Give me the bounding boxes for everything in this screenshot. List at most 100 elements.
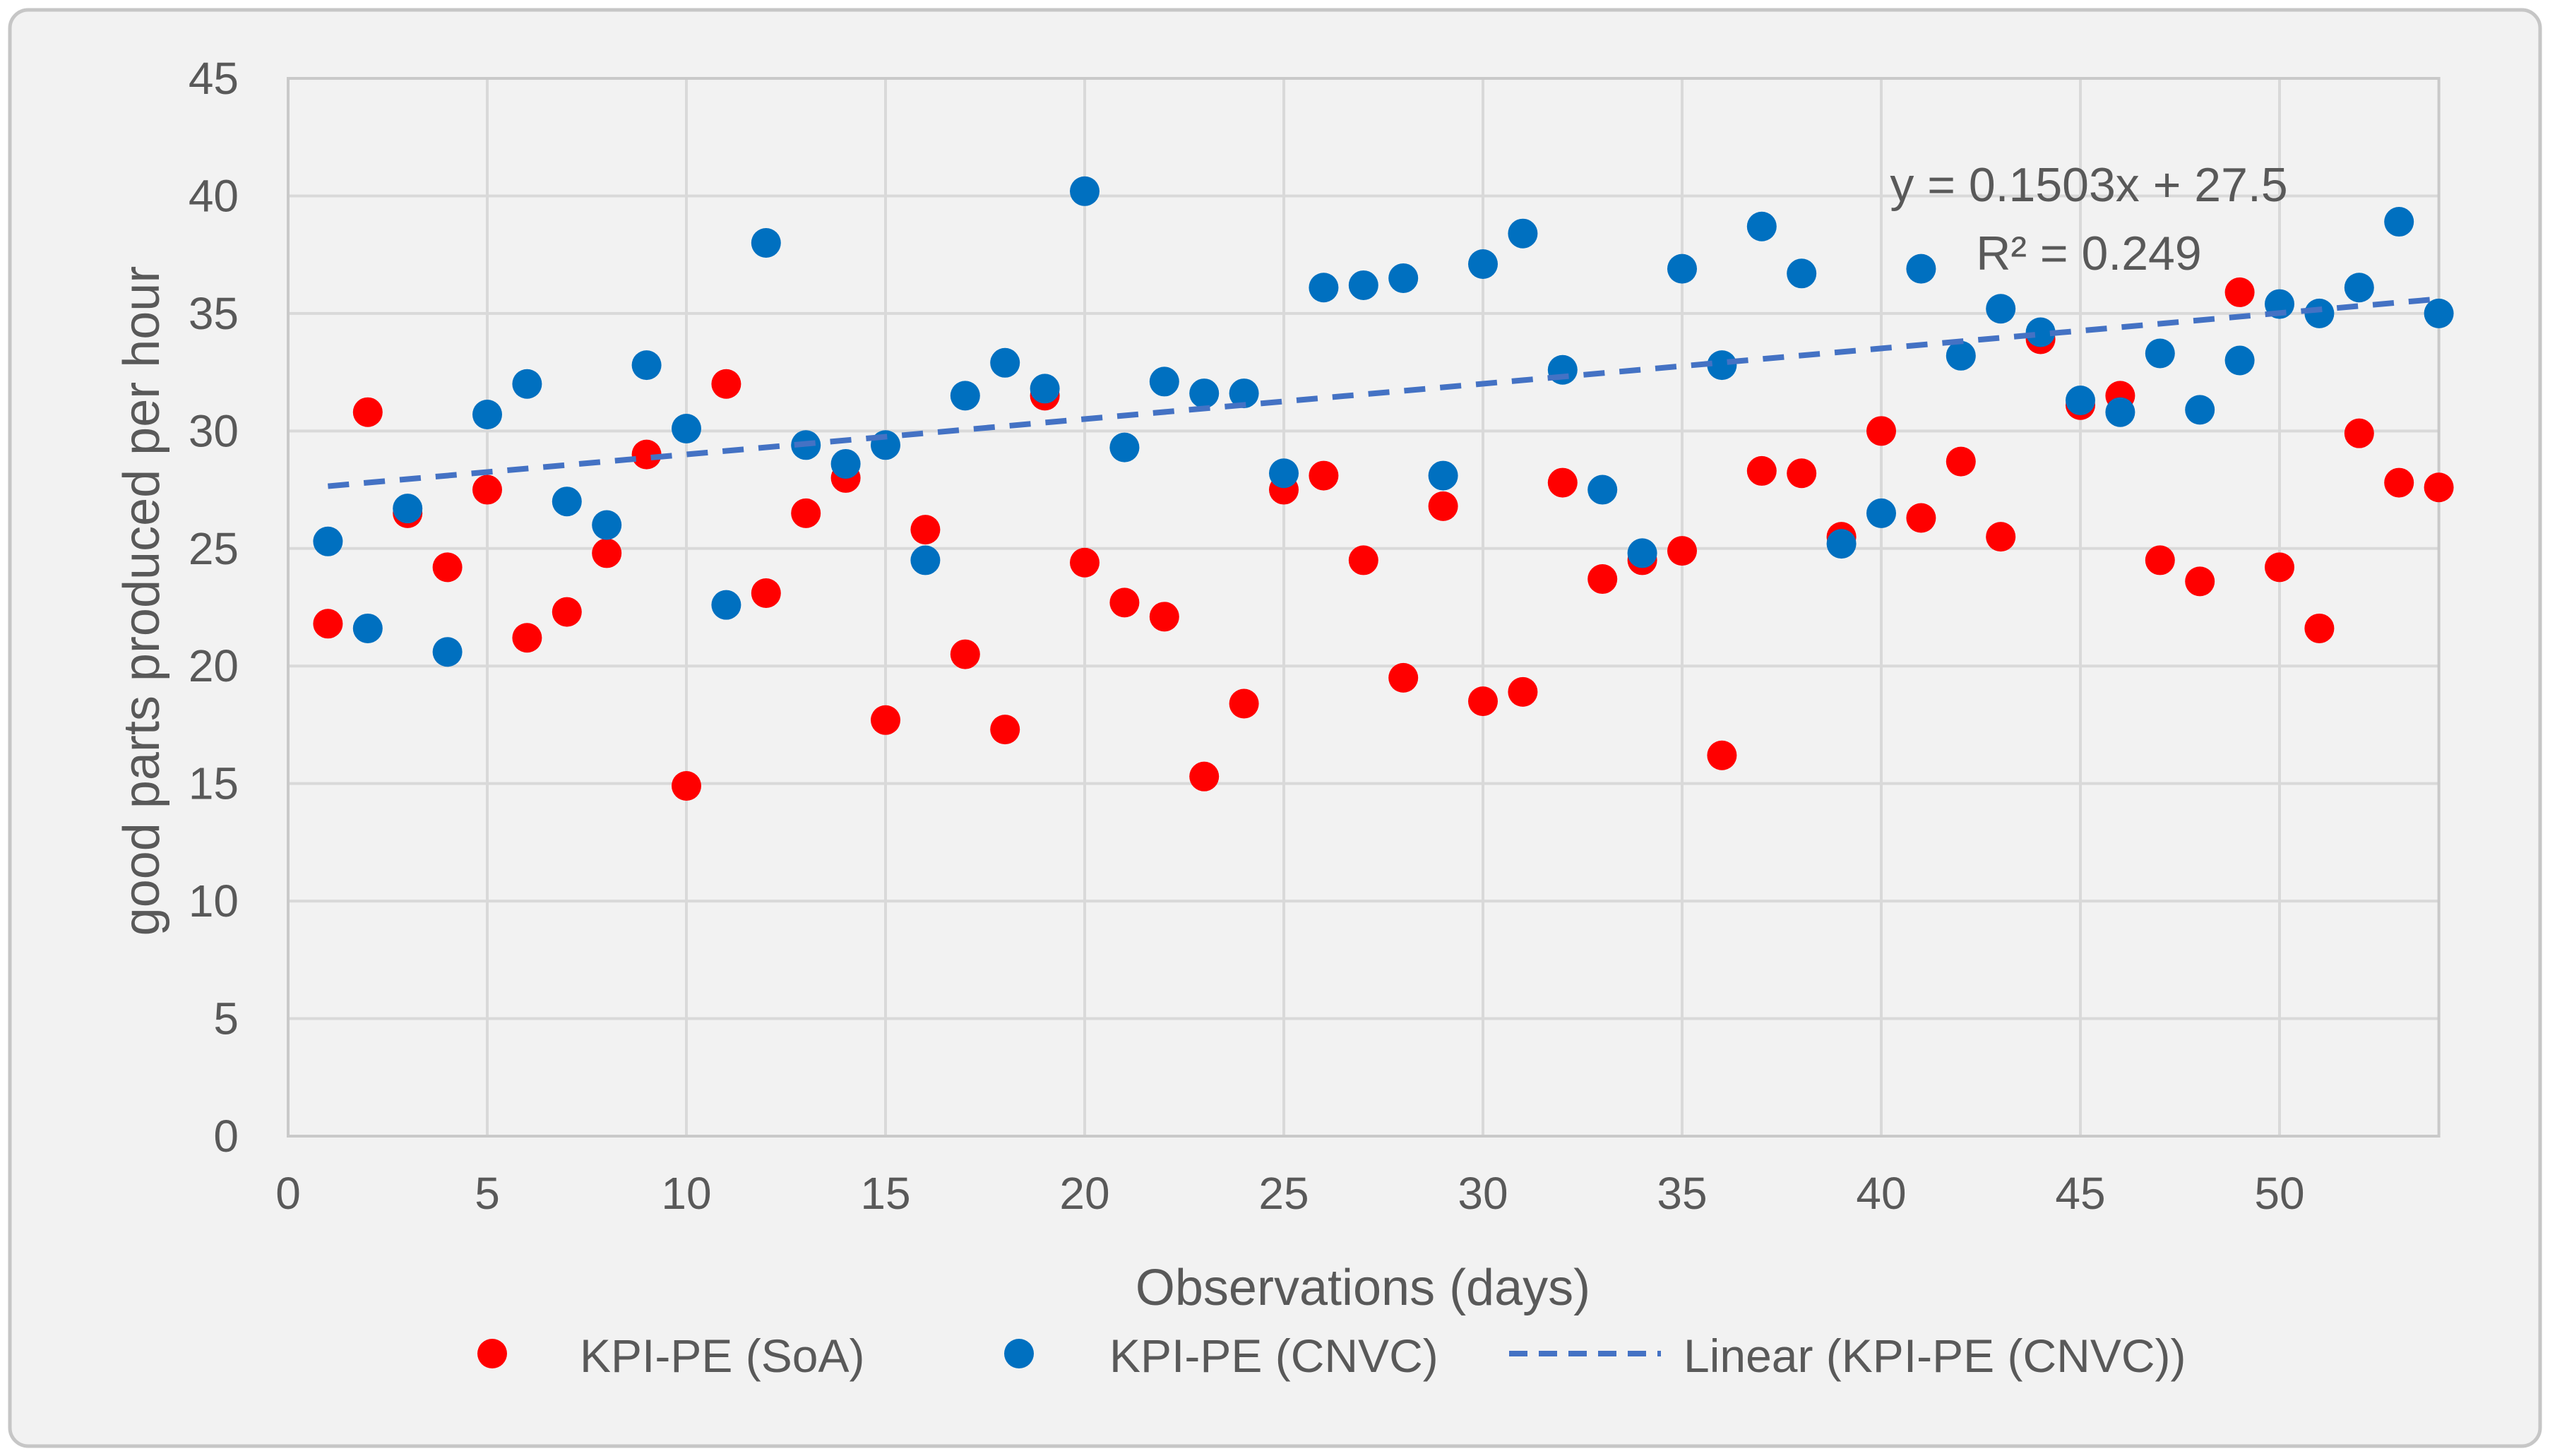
point-cnvc[interactable]: [1109, 432, 1140, 463]
point-cnvc[interactable]: [1667, 253, 1697, 284]
plot-area-border[interactable]: [287, 77, 2441, 1138]
series-kpi-pe-cnvc-points[interactable]: [313, 176, 2454, 667]
point-soa[interactable]: [1746, 455, 1777, 486]
point-cnvc[interactable]: [2424, 298, 2454, 328]
legend-item-cnvc[interactable]: KPI-PE (CNVC): [1004, 1330, 1438, 1382]
point-cnvc[interactable]: [2066, 386, 2095, 416]
point-cnvc[interactable]: [631, 350, 662, 381]
point-soa[interactable]: [1388, 662, 1419, 693]
point-soa[interactable]: [2265, 552, 2294, 583]
point-soa[interactable]: [2224, 277, 2255, 307]
point-cnvc[interactable]: [711, 590, 741, 620]
point-cnvc[interactable]: [1070, 176, 1100, 206]
point-soa[interactable]: [2145, 545, 2175, 575]
trendline-dashed[interactable]: [328, 296, 2439, 489]
point-cnvc[interactable]: [472, 400, 502, 430]
point-cnvc[interactable]: [1906, 253, 1936, 284]
point-soa[interactable]: [1667, 536, 1697, 566]
point-soa[interactable]: [2424, 472, 2454, 503]
point-cnvc[interactable]: [1348, 270, 1378, 300]
point-cnvc[interactable]: [1309, 273, 1339, 303]
point-cnvc[interactable]: [1269, 458, 1299, 489]
point-soa[interactable]: [352, 397, 383, 427]
point-cnvc[interactable]: [1428, 460, 1458, 491]
point-soa[interactable]: [1508, 676, 1538, 707]
point-soa[interactable]: [1707, 740, 1737, 770]
point-cnvc[interactable]: [2025, 317, 2056, 347]
point-soa[interactable]: [1587, 564, 1618, 595]
trendline-r-squared[interactable]: R² = 0.249: [1976, 227, 2201, 280]
point-cnvc[interactable]: [1229, 378, 1259, 409]
point-cnvc[interactable]: [1030, 374, 1060, 404]
point-cnvc[interactable]: [950, 381, 980, 411]
point-soa[interactable]: [711, 369, 741, 399]
point-cnvc[interactable]: [2185, 395, 2215, 425]
point-soa[interactable]: [1428, 491, 1458, 521]
point-cnvc[interactable]: [1746, 211, 1777, 241]
point-cnvc[interactable]: [1627, 538, 1657, 568]
point-soa[interactable]: [1946, 446, 1976, 477]
linear-trendline[interactable]: [328, 296, 2439, 489]
point-soa[interactable]: [313, 609, 343, 639]
point-soa[interactable]: [672, 770, 701, 801]
point-cnvc[interactable]: [1508, 218, 1538, 249]
point-soa[interactable]: [950, 639, 980, 669]
point-soa[interactable]: [990, 715, 1020, 745]
point-soa[interactable]: [2344, 418, 2374, 448]
trendline-equation[interactable]: y = 0.1503x + 27.5: [1890, 158, 2287, 212]
point-soa[interactable]: [1229, 688, 1259, 719]
point-cnvc[interactable]: [1787, 258, 1817, 289]
point-soa[interactable]: [1070, 547, 1100, 578]
point-soa[interactable]: [552, 597, 582, 627]
point-cnvc[interactable]: [2304, 298, 2335, 328]
point-soa[interactable]: [791, 498, 821, 528]
point-cnvc[interactable]: [1826, 529, 1857, 559]
point-cnvc[interactable]: [1388, 263, 1419, 293]
point-cnvc[interactable]: [2344, 273, 2374, 303]
point-soa[interactable]: [910, 515, 941, 545]
point-cnvc[interactable]: [672, 414, 701, 444]
point-soa[interactable]: [1109, 587, 1140, 618]
point-cnvc[interactable]: [1468, 249, 1498, 279]
point-soa[interactable]: [592, 538, 622, 568]
point-cnvc[interactable]: [512, 369, 542, 399]
y-axis-title[interactable]: good parts produced per hour: [114, 266, 170, 936]
point-soa[interactable]: [432, 552, 463, 583]
legend-item-soa[interactable]: KPI-PE (SoA): [477, 1330, 864, 1382]
point-soa[interactable]: [1906, 503, 1936, 533]
point-cnvc[interactable]: [1866, 498, 1896, 528]
point-soa[interactable]: [1468, 686, 1498, 717]
point-soa[interactable]: [1986, 522, 2016, 552]
point-soa[interactable]: [871, 705, 900, 735]
point-cnvc[interactable]: [830, 448, 861, 479]
point-cnvc[interactable]: [2224, 345, 2255, 376]
point-soa[interactable]: [1149, 602, 1179, 632]
legend-item-trendline[interactable]: Linear (KPI-PE (CNVC)): [1509, 1330, 2186, 1382]
point-soa[interactable]: [631, 439, 662, 470]
point-cnvc[interactable]: [1707, 350, 1737, 381]
point-cnvc[interactable]: [1986, 294, 2016, 324]
point-cnvc[interactable]: [1587, 475, 1618, 505]
point-cnvc[interactable]: [352, 613, 383, 643]
point-soa[interactable]: [2384, 467, 2414, 498]
point-cnvc[interactable]: [2384, 207, 2414, 237]
point-soa[interactable]: [2304, 613, 2335, 643]
point-cnvc[interactable]: [2105, 397, 2135, 427]
point-soa[interactable]: [751, 578, 781, 609]
point-soa[interactable]: [1189, 761, 1220, 792]
point-cnvc[interactable]: [990, 347, 1020, 378]
point-soa[interactable]: [2185, 566, 2215, 597]
point-cnvc[interactable]: [592, 510, 622, 540]
point-soa[interactable]: [1866, 416, 1896, 446]
point-cnvc[interactable]: [313, 526, 343, 556]
point-soa[interactable]: [1787, 458, 1817, 489]
point-cnvc[interactable]: [432, 637, 463, 667]
x-axis-title[interactable]: Observations (days): [1136, 1260, 1590, 1316]
point-cnvc[interactable]: [2145, 338, 2175, 369]
point-soa[interactable]: [512, 623, 542, 653]
point-cnvc[interactable]: [1189, 378, 1220, 409]
point-cnvc[interactable]: [910, 545, 941, 575]
point-cnvc[interactable]: [1149, 366, 1179, 397]
point-cnvc[interactable]: [552, 487, 582, 517]
point-cnvc[interactable]: [751, 228, 781, 258]
